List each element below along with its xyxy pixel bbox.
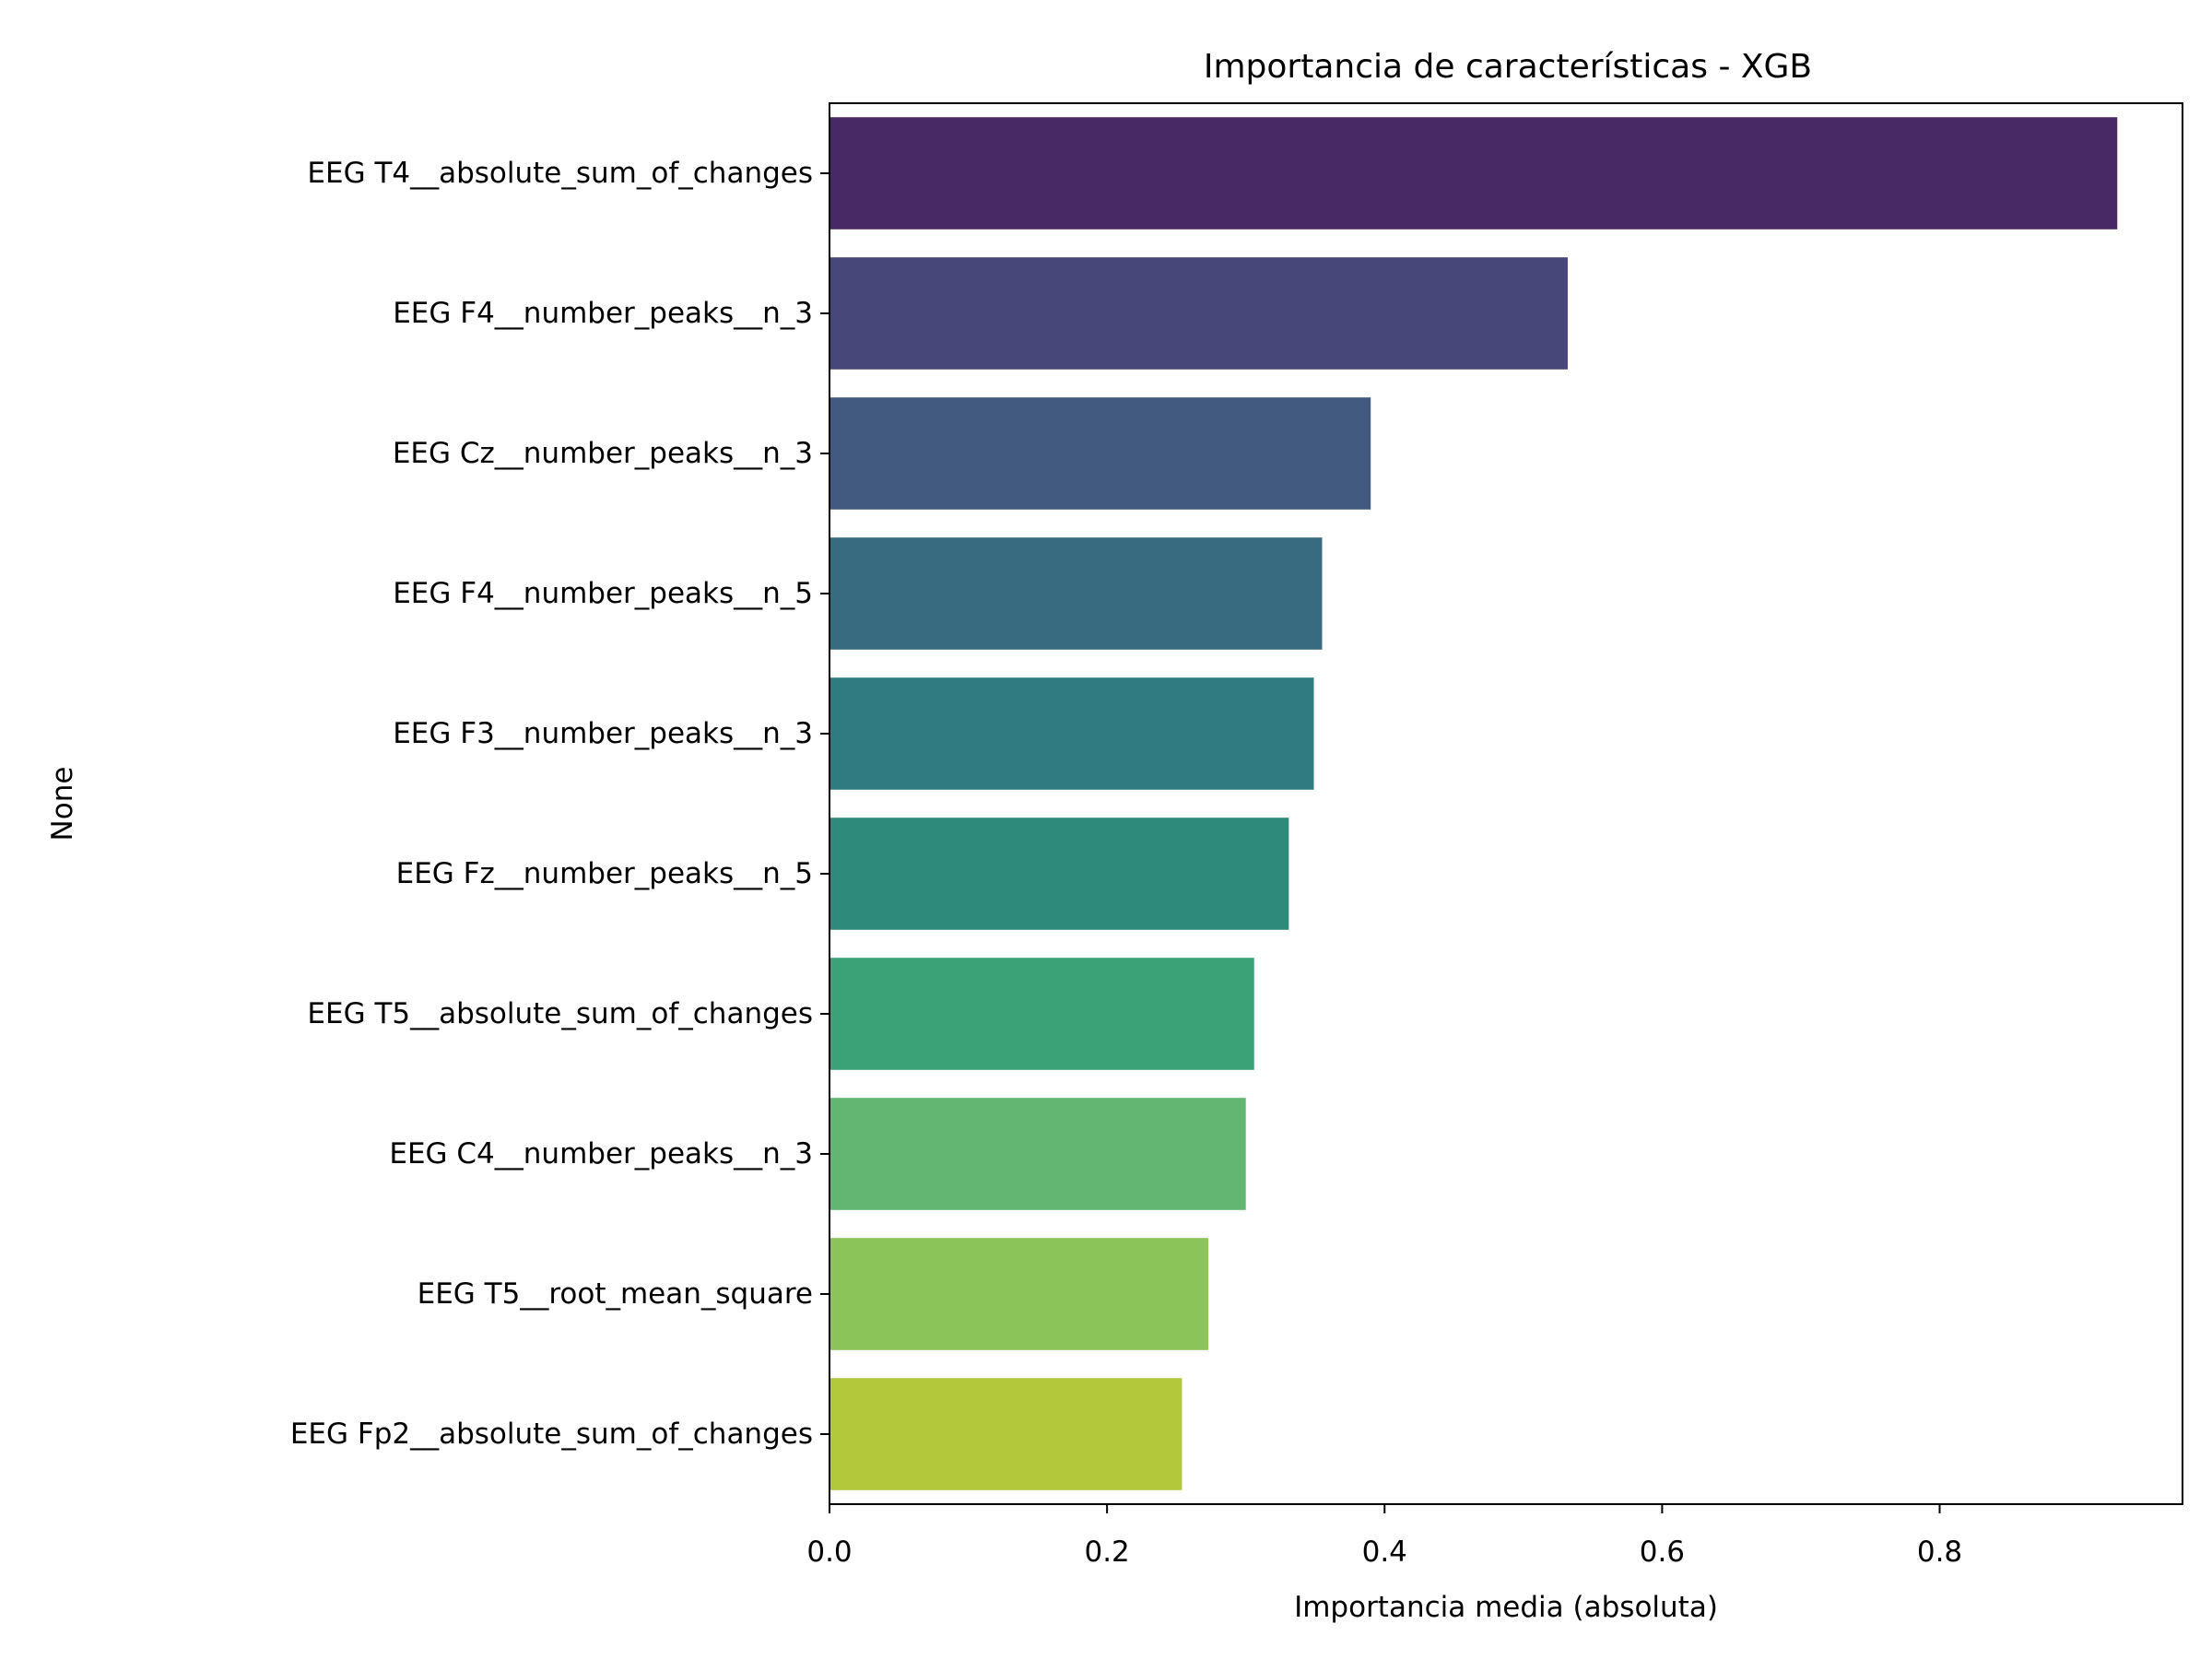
x-tick-label: 0.2	[1084, 1535, 1129, 1569]
bar	[830, 677, 1314, 790]
bar	[830, 1238, 1209, 1350]
y-tick-label: EEG F4__number_peaks__n_5	[393, 577, 813, 610]
bar	[830, 1378, 1182, 1490]
y-axis-label: None	[46, 767, 79, 841]
x-tick-label: 0.6	[1640, 1535, 1685, 1569]
bar	[830, 818, 1289, 930]
bar	[830, 958, 1254, 1070]
bars-layer	[830, 117, 2118, 1490]
y-tick-label: EEG F3__number_peaks__n_3	[393, 717, 813, 750]
y-tick-label: EEG F4__number_peaks__n_3	[393, 297, 813, 330]
y-tick-label: EEG Fp2__absolute_sum_of_changes	[290, 1418, 813, 1451]
bar	[830, 1098, 1246, 1210]
y-tick-label: EEG T4__absolute_sum_of_changes	[307, 157, 813, 190]
x-tick-label: 0.8	[1917, 1535, 1962, 1569]
y-axis-ticks: EEG T4__absolute_sum_of_changes EEG F4__n…	[290, 157, 830, 1451]
y-tick-label: EEG C4__number_peaks__n_3	[389, 1137, 813, 1171]
x-axis-label: Importancia media (absoluta)	[1294, 1591, 1718, 1624]
y-tick-label: EEG Cz__number_peaks__n_3	[393, 437, 813, 470]
bar	[830, 537, 1323, 650]
bar	[830, 257, 1569, 370]
y-tick-label: EEG T5__absolute_sum_of_changes	[307, 997, 813, 1030]
chart-title: Importancia de características - XGB	[1204, 48, 1812, 86]
x-axis-ticks: 0.0 0.2 0.4 0.6 0.8	[806, 1504, 1962, 1569]
bar	[830, 397, 1371, 510]
plot-frame	[829, 102, 2183, 1505]
y-tick-label: EEG T5__root_mean_square	[418, 1277, 813, 1311]
x-tick-label: 0.4	[1362, 1535, 1407, 1569]
bar	[830, 117, 2118, 229]
x-tick-label: 0.0	[806, 1535, 852, 1569]
y-tick-label: EEG Fz__number_peaks__n_5	[396, 857, 813, 890]
